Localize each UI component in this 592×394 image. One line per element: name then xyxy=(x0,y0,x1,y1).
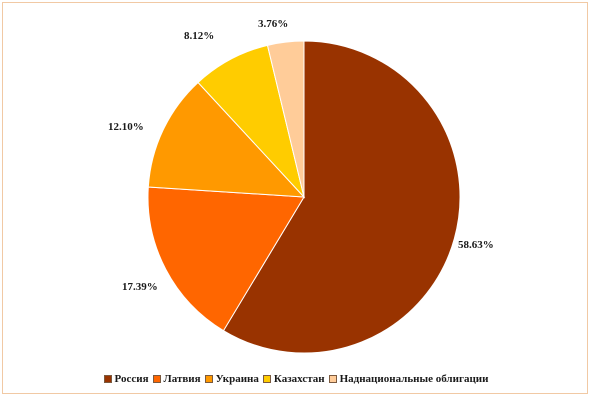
legend-label-ukraine: Украина xyxy=(215,373,259,385)
pie-slice-latvia xyxy=(147,186,305,332)
pie-slice-russia xyxy=(222,40,461,354)
legend-label-russia: Россия xyxy=(114,373,149,385)
data-label-ukraine: 12.10% xyxy=(108,121,144,133)
data-label-russia: 58.63% xyxy=(458,239,494,251)
data-label-supranational: 3.76% xyxy=(258,18,288,30)
pie-slice-ukraine xyxy=(147,81,306,198)
legend-item-ukraine: Украина xyxy=(204,373,259,385)
pie-slice-supranational xyxy=(266,40,305,198)
data-label-kazakhstan: 8.12% xyxy=(184,30,214,42)
legend-label-latvia: Латвия xyxy=(163,373,201,385)
pie-slice-labels: 58.63% 17.39% 12.10% 8.12% 3.76% xyxy=(108,18,494,293)
chart-legend: Россия Латвия Украина Казахстан Наднацио… xyxy=(0,373,592,385)
data-label-latvia: 17.39% xyxy=(122,281,158,293)
legend-label-kazakhstan: Казахстан xyxy=(273,373,325,385)
legend-swatch-supranational xyxy=(328,375,337,383)
legend-item-kazakhstan: Казахстан xyxy=(262,373,325,385)
legend-swatch-russia xyxy=(103,375,112,383)
pie-slices xyxy=(147,40,461,354)
legend-item-latvia: Латвия xyxy=(152,373,201,385)
legend-item-supranational: Наднациональные облигации xyxy=(328,373,489,385)
legend-label-supranational: Наднациональные облигации xyxy=(339,373,489,385)
legend-swatch-latvia xyxy=(152,375,161,383)
legend-swatch-kazakhstan xyxy=(262,375,271,383)
legend-item-russia: Россия xyxy=(103,373,149,385)
legend-swatch-ukraine xyxy=(204,375,213,383)
